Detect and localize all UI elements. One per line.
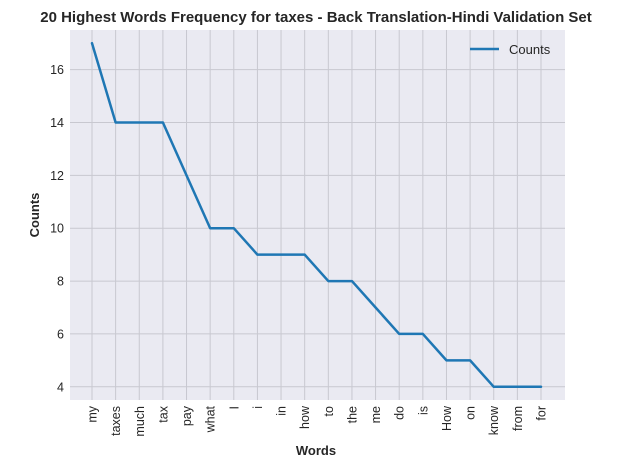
x-tick-label: pay [180, 405, 194, 426]
x-tick-label: How [440, 405, 454, 431]
x-tick-label: i [251, 406, 265, 409]
grid-lines [70, 30, 565, 400]
x-tick-label: the [345, 406, 359, 423]
x-tick-label: I [227, 406, 241, 409]
y-tick-label: 10 [50, 222, 64, 236]
x-tick-label: do [393, 406, 407, 420]
y-tick-label: 6 [57, 327, 64, 341]
x-tick-label: much [133, 406, 147, 437]
x-tick-label: what [204, 405, 218, 433]
series-lines [90, 41, 543, 389]
series-line-counts [90, 41, 543, 389]
y-tick-label: 8 [57, 275, 64, 289]
x-tick-label: tax [156, 405, 170, 422]
legend-label: Counts [509, 42, 551, 57]
x-tick-label: is [416, 406, 430, 415]
y-tick-label: 4 [57, 380, 64, 394]
y-tick-label: 14 [50, 116, 64, 130]
x-tick-label: for [535, 406, 549, 421]
legend: Counts [470, 42, 551, 57]
x-tick-label: how [298, 405, 312, 429]
y-tick-label: 12 [50, 169, 64, 183]
x-tick-label: in [275, 406, 289, 416]
x-tick-label: on [464, 406, 478, 420]
x-tick-label: to [322, 406, 336, 416]
x-axis-label: Words [296, 443, 336, 458]
x-tick-label: taxes [109, 406, 123, 436]
chart-title: 20 Highest Words Frequency for taxes - B… [40, 9, 592, 26]
y-axis-label: Counts [27, 193, 42, 238]
y-tick-labels: 4 6 8 10 12 14 16 [50, 63, 64, 394]
y-tick-label: 16 [50, 63, 64, 77]
x-tick-label: from [511, 406, 525, 431]
x-tick-label: my [86, 405, 100, 422]
x-tick-label: know [487, 405, 501, 435]
x-tick-label: me [369, 406, 383, 423]
plot-area [70, 30, 565, 400]
